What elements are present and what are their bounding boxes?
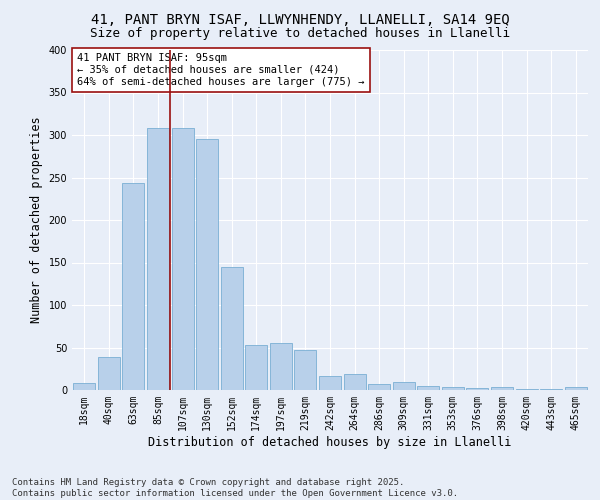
Text: Contains HM Land Registry data © Crown copyright and database right 2025.
Contai: Contains HM Land Registry data © Crown c…: [12, 478, 458, 498]
Bar: [442, 386, 464, 390]
Text: 41, PANT BRYN ISAF, LLWYNHENDY, LLANELLI, SA14 9EQ: 41, PANT BRYN ISAF, LLWYNHENDY, LLANELLI…: [91, 12, 509, 26]
Bar: [147, 128, 169, 390]
Bar: [540, 389, 562, 390]
Bar: [344, 374, 365, 390]
Bar: [368, 384, 390, 390]
X-axis label: Distribution of detached houses by size in Llanelli: Distribution of detached houses by size …: [148, 436, 512, 448]
Bar: [98, 357, 120, 390]
Bar: [417, 386, 439, 390]
Text: Size of property relative to detached houses in Llanelli: Size of property relative to detached ho…: [90, 28, 510, 40]
Bar: [122, 182, 145, 390]
Y-axis label: Number of detached properties: Number of detached properties: [30, 116, 43, 324]
Bar: [319, 376, 341, 390]
Bar: [172, 128, 194, 390]
Bar: [270, 343, 292, 390]
Bar: [196, 139, 218, 390]
Bar: [245, 345, 268, 390]
Bar: [491, 388, 513, 390]
Bar: [221, 267, 243, 390]
Bar: [466, 388, 488, 390]
Bar: [515, 389, 538, 390]
Text: 41 PANT BRYN ISAF: 95sqm
← 35% of detached houses are smaller (424)
64% of semi-: 41 PANT BRYN ISAF: 95sqm ← 35% of detach…: [77, 54, 365, 86]
Bar: [295, 350, 316, 390]
Bar: [73, 383, 95, 390]
Bar: [565, 386, 587, 390]
Bar: [392, 382, 415, 390]
